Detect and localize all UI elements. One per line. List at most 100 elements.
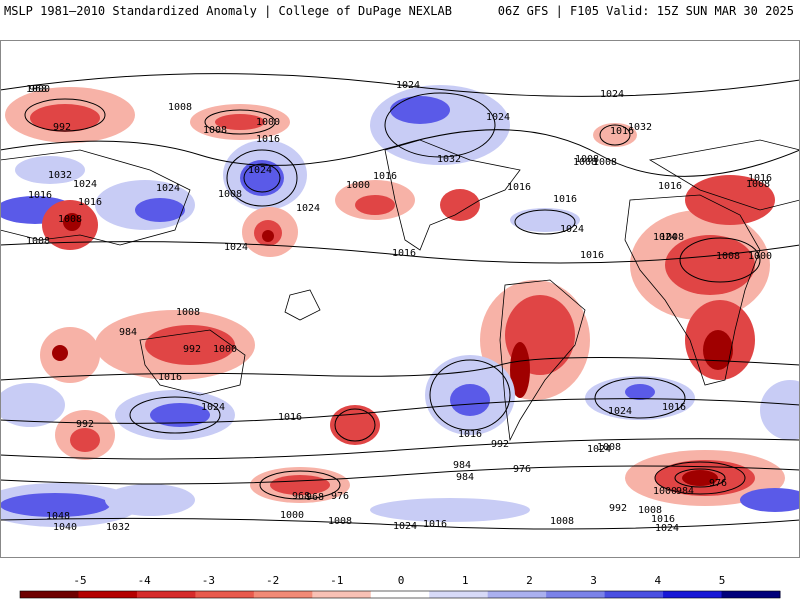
anomaly-area: [510, 342, 530, 398]
isobar-label: 1032: [437, 154, 461, 165]
isobar-label: 1016: [28, 190, 52, 201]
isobar-label: 1024: [600, 89, 624, 100]
anomaly-area: [510, 208, 580, 232]
colorbar-tick-label: 2: [526, 574, 533, 587]
isobar-labels: 1000992100810081000101610241032102410321…: [26, 80, 772, 534]
colorbar-tick-label: -1: [330, 574, 343, 587]
isobar-label: 984: [453, 460, 471, 471]
isobar-label: 1008: [203, 125, 227, 136]
isobar-label: 1008: [176, 307, 200, 318]
anomaly-area: [760, 380, 800, 440]
isobar-label: 1016: [256, 134, 280, 145]
anomaly-area: [740, 488, 800, 512]
isobar-label: 1008: [638, 505, 662, 516]
colorbar-segment: [604, 591, 664, 598]
isobar-label: 1024: [587, 444, 611, 455]
colorbar-bar: [19, 590, 781, 599]
colorbar-tick-label: -3: [202, 574, 215, 587]
anomaly-area: [262, 230, 274, 242]
anomaly-area: [0, 493, 110, 517]
isobar-label: 1008: [550, 516, 574, 527]
isobar-label: 1032: [106, 522, 130, 533]
isobar-label: 1024: [560, 224, 584, 235]
isobar-ring: [226, 149, 298, 207]
colorbar-tick-labels: -5 -4 -3 -2 -1 0 1 2 3 4 5: [73, 574, 725, 587]
isobar-line: [0, 438, 800, 460]
colorbar-tick-label: 0: [398, 574, 405, 587]
isobar-label: 1000: [213, 344, 237, 355]
isobar-label: 1000: [346, 180, 370, 191]
anomaly-area: [665, 235, 755, 295]
isobar-label: 1024: [396, 80, 420, 91]
isobar-line: [0, 241, 800, 264]
colorbar-tick-label: 5: [719, 574, 726, 587]
isobar-line: [0, 73, 800, 97]
europe-outline: [648, 139, 800, 211]
isobar-label: 1016: [158, 372, 182, 383]
isobar-label: 984: [676, 486, 694, 497]
anomaly-area: [330, 405, 380, 445]
isobar-label: 992: [76, 419, 94, 430]
isobar-label: 1016: [423, 519, 447, 530]
isobar-line: [0, 465, 800, 485]
colorbar-tick-label: -2: [266, 574, 279, 587]
colorbar-segment: [721, 591, 781, 598]
isobar-ring: [674, 468, 726, 488]
isobar-ring: [599, 124, 631, 146]
isobar-ring: [243, 163, 281, 193]
isobar-label: 1008: [593, 157, 617, 168]
isobar-label: 1008: [597, 442, 621, 453]
anomaly-area: [593, 123, 637, 147]
isobar-label: 1008: [660, 232, 684, 243]
colorbar-tick-label: -5: [73, 574, 86, 587]
isobar-label: 984: [119, 327, 137, 338]
colorbar-outline: [19, 590, 781, 599]
isobar-label: 1024: [224, 242, 248, 253]
isobar-label: 1032: [48, 170, 72, 181]
isobar-label: 992: [491, 439, 509, 450]
isobar-label: 1016: [748, 173, 772, 184]
colorbar-segment: [487, 591, 547, 598]
isobar-label: 1000: [653, 486, 677, 497]
colorbar-tick-label: 3: [590, 574, 597, 587]
isobar-ring: [679, 237, 761, 283]
isobar-contours: [0, 73, 800, 530]
isobar-ring: [594, 377, 686, 419]
colorbar-segment: [429, 591, 489, 598]
isobar-label: 1008: [575, 154, 599, 165]
anomaly-area: [30, 104, 100, 132]
isobar-label: 976: [709, 478, 727, 489]
anomaly-area: [105, 484, 195, 516]
colorbar-segment: [546, 591, 606, 598]
colorbar-tick-label: 1: [462, 574, 469, 587]
north-america-outline: [384, 139, 521, 251]
colorbar-segment: [312, 591, 372, 598]
isobar-line: [0, 357, 800, 381]
anomaly-area: [370, 85, 510, 165]
isobar-ring: [334, 408, 376, 442]
colorbar-tick-label: 4: [654, 574, 661, 587]
anomaly-area: [390, 96, 450, 124]
africa-outline: [624, 194, 761, 386]
isobar-label: 968: [29, 84, 47, 95]
model-valid-time: 06Z GFS | F105 Valid: 15Z SUN MAR 30 202…: [497, 4, 794, 18]
anomaly-area: [70, 428, 100, 452]
isobar-label: 1008: [716, 251, 740, 262]
isobar-label: 1024: [156, 183, 180, 194]
isobar-label: 992: [183, 344, 201, 355]
colorbar-segment: [78, 591, 138, 598]
colorbar-segment: [195, 591, 255, 598]
anomaly-area: [150, 403, 210, 427]
anomaly-area: [52, 345, 68, 361]
isobar-label: 976: [513, 464, 531, 475]
isobar-ring: [259, 470, 341, 500]
anomaly-area: [440, 189, 480, 221]
coastlines: [0, 139, 800, 442]
isobar-ring: [654, 461, 746, 495]
isobar-label: 1000: [280, 510, 304, 521]
isobar-ring: [129, 396, 221, 434]
colorbar-segment: [20, 591, 79, 598]
isobar-label: 1008: [746, 179, 770, 190]
isobar-label: 1008: [168, 102, 192, 113]
isobar-label: 1016: [651, 514, 675, 525]
